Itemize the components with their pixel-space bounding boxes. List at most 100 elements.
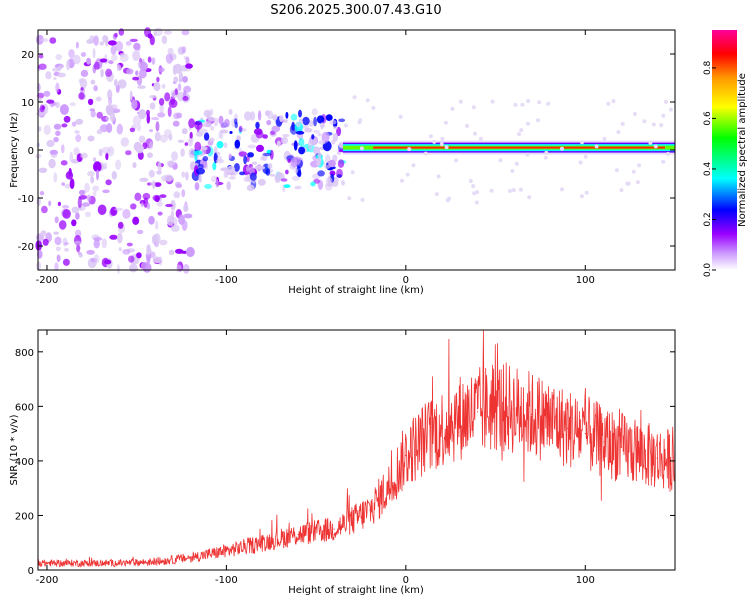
spectrogram-blob [313,130,321,134]
spectrogram-blob [290,113,298,121]
snr-frame [37,329,676,571]
spectrogram-blob [620,121,625,126]
spectrogram-blob [86,57,92,65]
snr-ylabel: SNR (10 * v/v) [9,414,20,485]
spectrogram-blob [171,151,178,162]
spectrogram-blob [75,212,80,220]
spectrogram-blob [93,35,99,46]
spectrogram-blob [36,261,42,271]
spectrogram-blob [186,246,195,258]
spectrogram-blob [181,171,186,178]
snr-point [548,419,551,421]
spectrogram-blob [100,68,104,78]
spectrogram-blob [341,180,345,186]
spectrogram-blob [436,174,441,179]
spectrogram-blob [101,238,108,249]
spectrogram-blob [443,120,448,125]
spectrogram-blob [223,142,228,149]
spectrogram-blob [173,191,181,199]
spectrogram-blob [74,130,80,134]
spectrogram-blob [159,239,168,246]
spectrogram-blob [147,202,150,210]
spectrogram-blob [465,123,469,128]
spectrogram-blob [212,162,217,171]
spectrogram-blob [298,137,305,147]
spectrogram-xtick-label: -100 [215,275,238,286]
spectrogram-blob [92,185,100,192]
spectrogram-blob [546,101,551,106]
spectrogram-blob [583,154,588,159]
spectrogram-blob [182,76,189,83]
spectrogram-blob [76,244,81,253]
spectrogram-blob [602,136,607,141]
snr-xtick-label: -100 [215,575,238,586]
spectrogram-blob [139,68,147,79]
spectrogram-blob [287,158,291,163]
spectrogram-blob [92,191,97,197]
spectrogram-blob [48,200,52,207]
spectrogram-blob [49,37,57,44]
spectrogram-blob [164,174,174,182]
spectrogram-blob [38,54,44,59]
spectrogram-blob [172,120,180,127]
spectrogram-blob [398,114,403,119]
snr-point [297,533,299,536]
spectrogram-blob [473,131,477,136]
spectrogram-blob [526,99,531,104]
spectrogram-blob [136,252,142,259]
spectrogram-blob [154,131,161,142]
spectrogram-blob [125,150,132,156]
spectrogram-blob [434,192,439,197]
spectrogram-blob [40,230,47,237]
spectrogram-blob [167,106,172,117]
snr-point [584,433,586,435]
spectrogram-blob [208,116,216,122]
spectrogram-blob [69,102,76,106]
spectrogram-blob [84,182,90,193]
spectrogram-blob [365,98,370,103]
spectrogram-blob [174,88,178,96]
spectrogram-blob [468,179,473,183]
spectrogram-blob [72,54,81,65]
spectrogram-blob [163,30,172,35]
spectrogram-blob [153,233,161,245]
spectrogram-blob [161,35,168,44]
spectrogram-blob [115,84,120,93]
spectrogram-blob [149,102,156,110]
spectrogram-blob [519,187,523,192]
spectrogram-blob [174,181,182,187]
spectrogram-blob [584,190,589,195]
spectrogram-blob [99,41,105,46]
spectrogram-blob [266,119,272,126]
spectrogram-blob [371,105,376,110]
spectrogram-blob [49,149,58,155]
spectrogram-blob [311,134,315,140]
snr-point [530,413,533,416]
spectrogram-blob [294,168,298,174]
spectrogram-blob [170,224,180,232]
snr-point [638,452,640,454]
spectrogram-xlabel: Height of straight line (km) [288,285,424,296]
spectrogram-blob [143,197,149,208]
spectrogram-blob [133,141,142,152]
spectrogram-blob [283,184,291,189]
snr-xtick-label: 100 [576,575,595,586]
spectrogram-blob [560,187,564,192]
spectrogram-blob [336,150,342,155]
spectrogram-blob [228,153,232,160]
spectrogram-blob [131,99,138,110]
spectrogram-blob [122,209,131,219]
spectrogram-blob [147,152,153,158]
spectrogram-blob [642,119,647,124]
snr-ytick-label: 800 [15,348,34,359]
spectrogram-blob [93,239,100,249]
spectrogram-blob [159,194,167,199]
spectrogram-blob [321,131,330,143]
spectrogram-blob [313,116,317,127]
spectrogram-blob [653,144,658,149]
spectrogram-ytick-label: 0 [28,146,34,157]
spectrogram-blob [661,159,666,164]
spectrogram-blob [109,111,116,122]
